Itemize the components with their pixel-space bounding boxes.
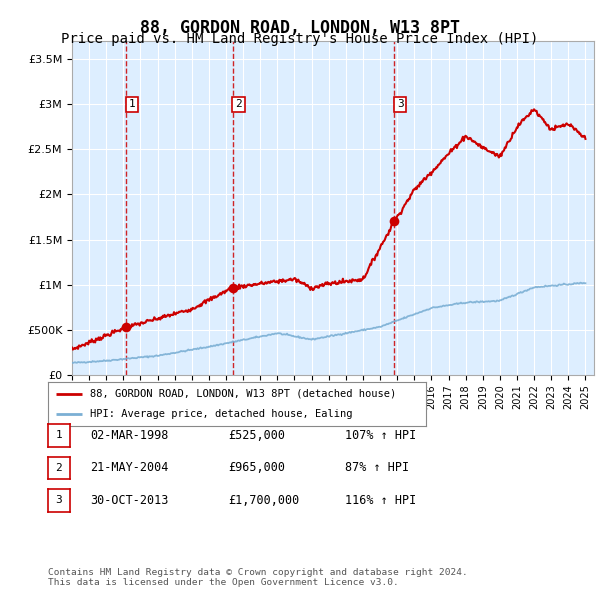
Text: 87% ↑ HPI: 87% ↑ HPI — [345, 461, 409, 474]
Text: 88, GORDON ROAD, LONDON, W13 8PT (detached house): 88, GORDON ROAD, LONDON, W13 8PT (detach… — [89, 389, 396, 399]
Text: 2: 2 — [55, 463, 62, 473]
Text: Price paid vs. HM Land Registry's House Price Index (HPI): Price paid vs. HM Land Registry's House … — [61, 32, 539, 47]
Text: 21-MAY-2004: 21-MAY-2004 — [90, 461, 169, 474]
Text: £1,700,000: £1,700,000 — [228, 494, 299, 507]
Text: 3: 3 — [55, 496, 62, 505]
Text: 107% ↑ HPI: 107% ↑ HPI — [345, 429, 416, 442]
Text: 02-MAR-1998: 02-MAR-1998 — [90, 429, 169, 442]
Text: £525,000: £525,000 — [228, 429, 285, 442]
Text: Contains HM Land Registry data © Crown copyright and database right 2024.
This d: Contains HM Land Registry data © Crown c… — [48, 568, 468, 587]
Text: 30-OCT-2013: 30-OCT-2013 — [90, 494, 169, 507]
Text: HPI: Average price, detached house, Ealing: HPI: Average price, detached house, Eali… — [89, 409, 352, 419]
Text: 1: 1 — [129, 99, 136, 109]
Text: 1: 1 — [55, 431, 62, 440]
Text: 3: 3 — [397, 99, 404, 109]
Text: 116% ↑ HPI: 116% ↑ HPI — [345, 494, 416, 507]
Text: 88, GORDON ROAD, LONDON, W13 8PT: 88, GORDON ROAD, LONDON, W13 8PT — [140, 19, 460, 37]
Text: 2: 2 — [235, 99, 242, 109]
Text: £965,000: £965,000 — [228, 461, 285, 474]
